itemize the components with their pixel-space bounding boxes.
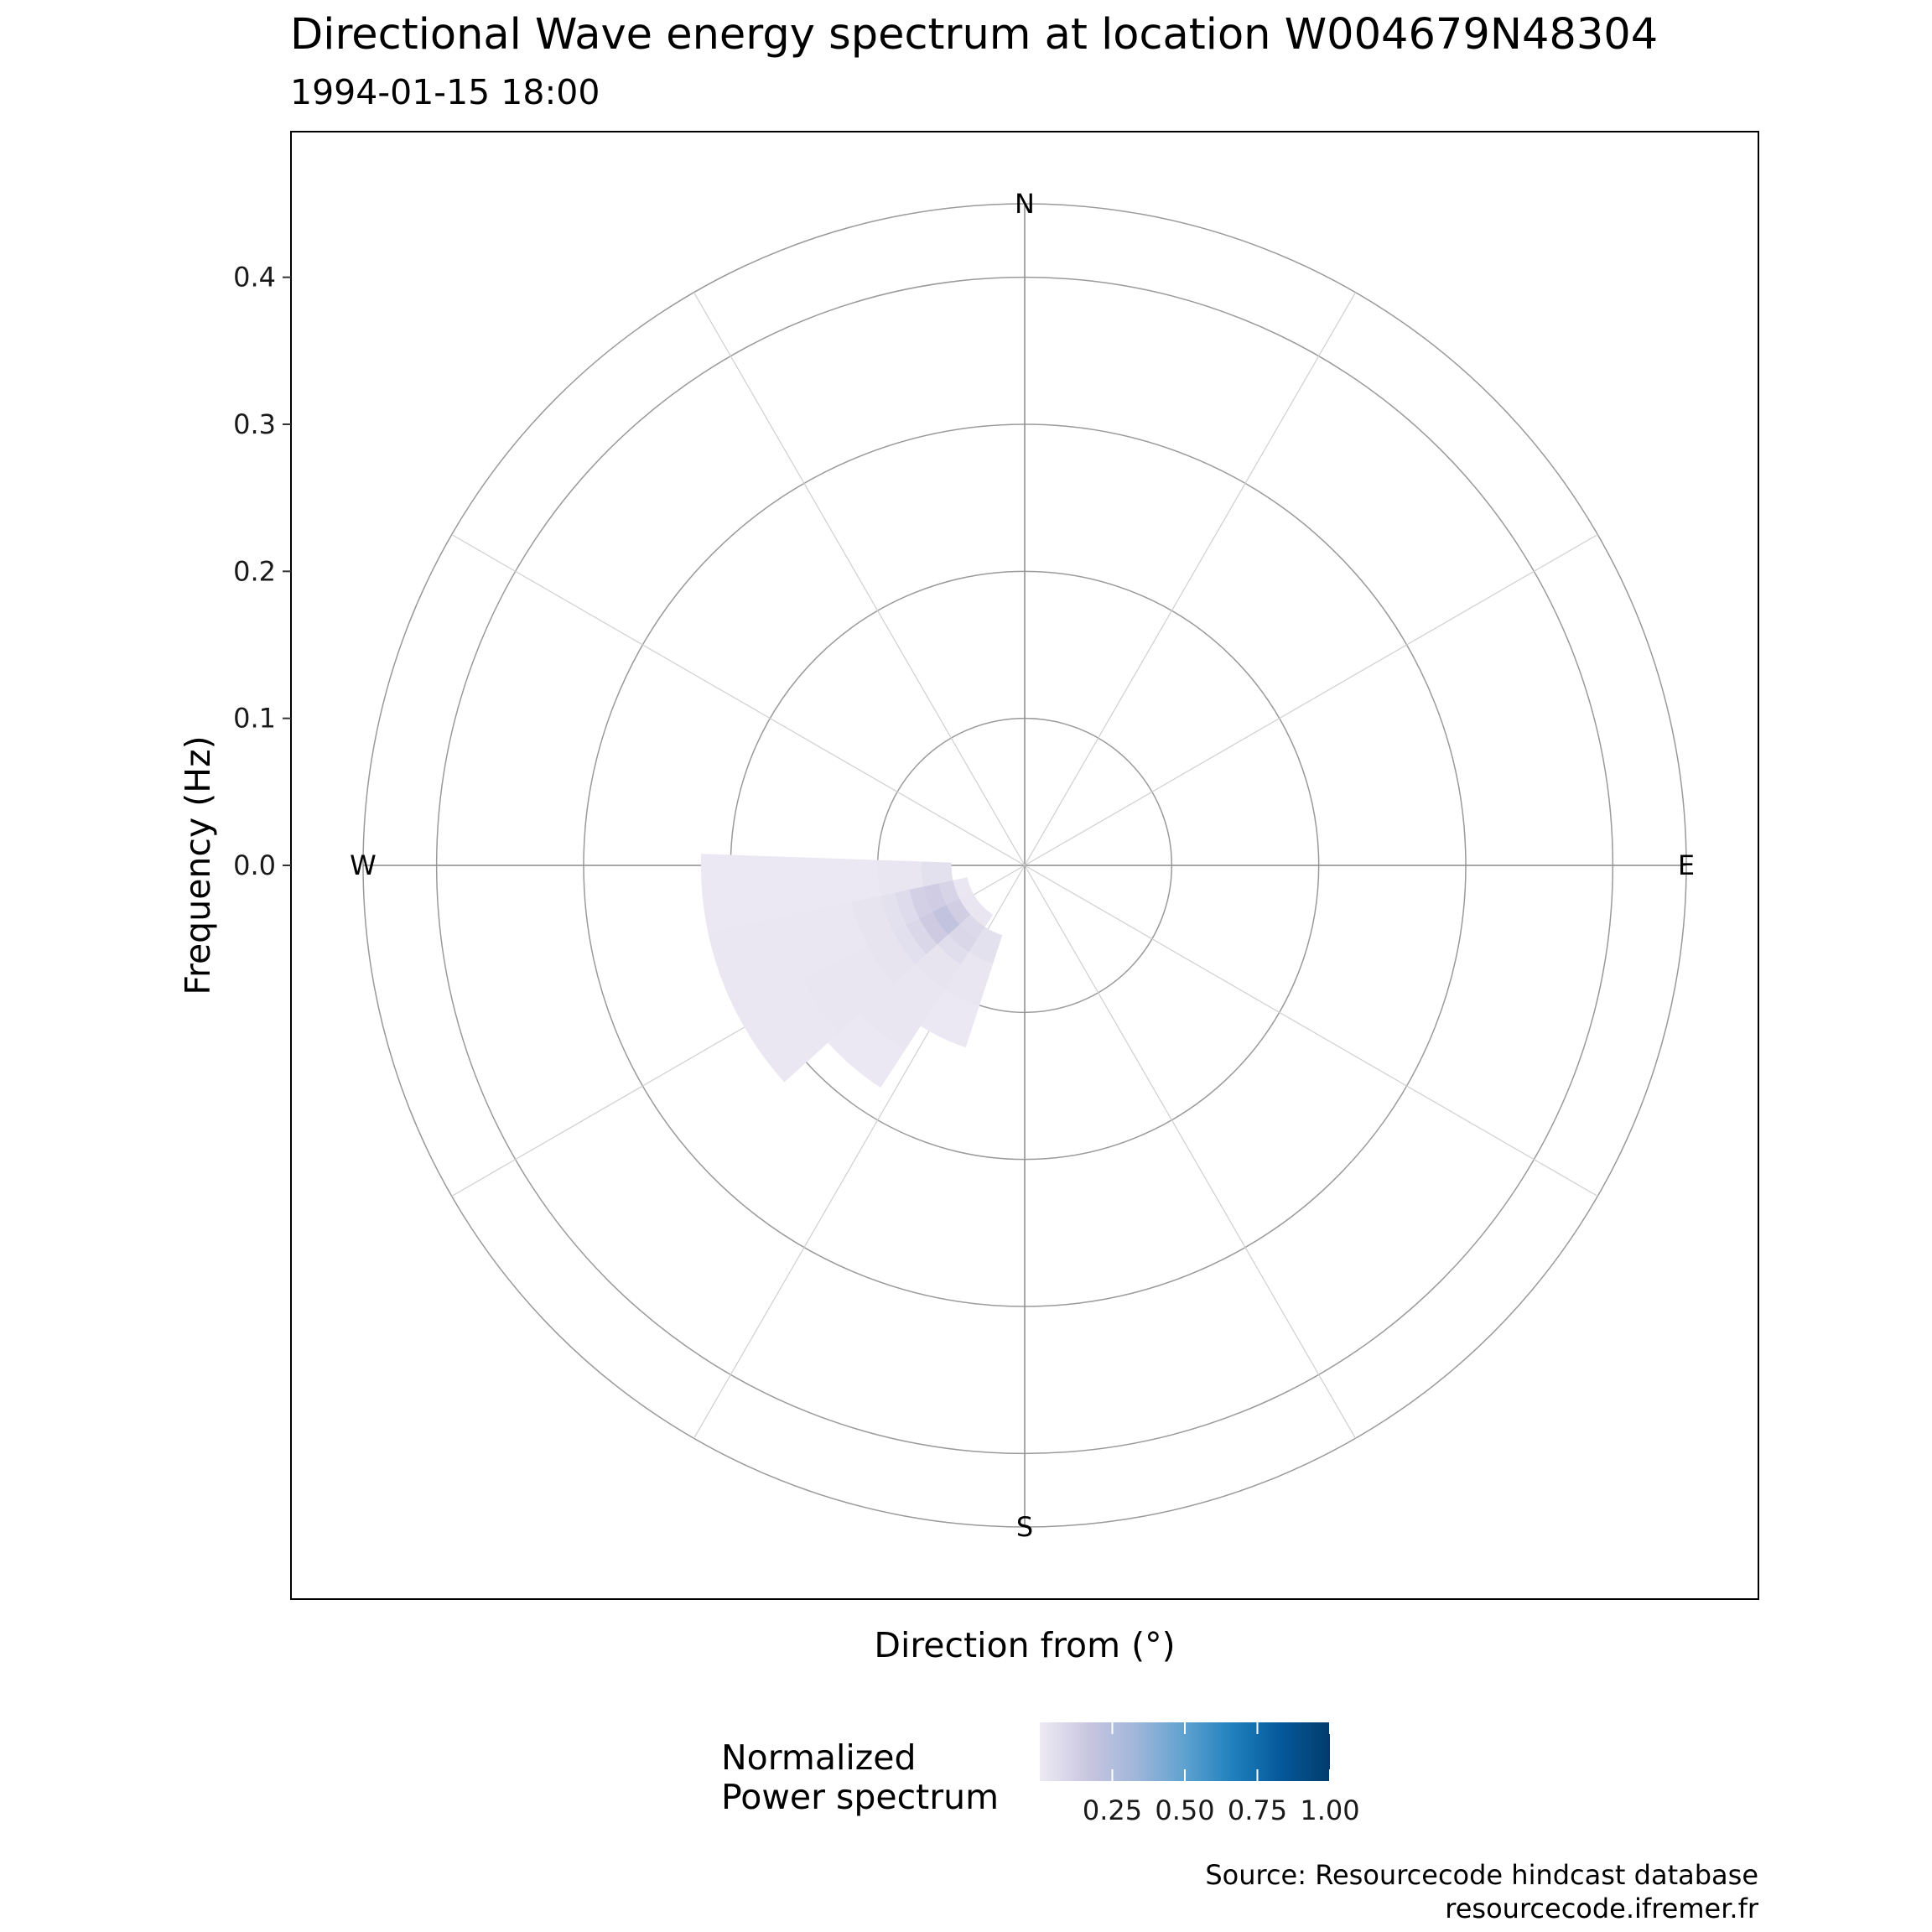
- legend-title-line-2: Power spectrum: [721, 1777, 999, 1817]
- x-axis-title: Direction from (°): [874, 1625, 1175, 1665]
- source-caption: Source: Resourcecode hindcast database: [1205, 1859, 1758, 1891]
- y-tick-label: 0.1: [233, 703, 276, 735]
- legend-tick-label: 0.50: [1155, 1794, 1214, 1826]
- chart-subtitle: 1994-01-15 18:00: [290, 72, 600, 112]
- grid-spoke-150: [1024, 865, 1357, 1439]
- legend-tick-label: 1.00: [1300, 1794, 1359, 1826]
- grid-spoke-30: [1024, 292, 1357, 866]
- source-url: resourcecode.ifremer.fr: [1445, 1893, 1759, 1924]
- grid-spoke-300: [451, 533, 1026, 866]
- legend-tick-label: 0.75: [1228, 1794, 1287, 1826]
- spectrum-cells: [700, 854, 1003, 1088]
- grid-spoke-120: [1024, 865, 1598, 1197]
- grid-spoke-60: [1024, 533, 1598, 866]
- legend-ticks: 0.25 0.50 0.75 1.00: [1083, 1722, 1360, 1826]
- chart-title: Directional Wave energy spectrum at loca…: [290, 10, 1658, 60]
- spectrum-cell-3: [700, 854, 853, 933]
- y-tick-label: 0.0: [233, 849, 276, 881]
- y-tick-label: 0.4: [233, 262, 276, 293]
- grid-spoke-330: [693, 292, 1026, 866]
- polar-grid: [362, 203, 1687, 1528]
- compass-label-s: S: [1016, 1511, 1033, 1543]
- legend-tick-label: 0.25: [1083, 1794, 1142, 1826]
- compass-label-n: N: [1015, 188, 1035, 220]
- spectrum-cell-27: [923, 883, 947, 913]
- frequency-ticks: 0.0 0.1 0.2 0.3 0.4: [233, 262, 291, 881]
- compass-label-w: W: [350, 849, 377, 881]
- spectrum-cell-1: [848, 859, 881, 903]
- y-axis-title: Frequency (Hz): [178, 735, 218, 995]
- compass-label-e: E: [1678, 849, 1695, 881]
- legend-title-line-1: Normalized: [721, 1737, 917, 1778]
- y-tick-label: 0.3: [233, 408, 276, 440]
- colorbar-legend: Normalized Power spectrum 0.25 0.50 0.75 1.…: [721, 1722, 1360, 1826]
- spectrum-cell-29: [932, 905, 960, 935]
- y-tick-label: 0.2: [233, 555, 276, 587]
- compass-labels: N E S W: [350, 188, 1695, 1543]
- spectrum-cell-17: [922, 861, 953, 887]
